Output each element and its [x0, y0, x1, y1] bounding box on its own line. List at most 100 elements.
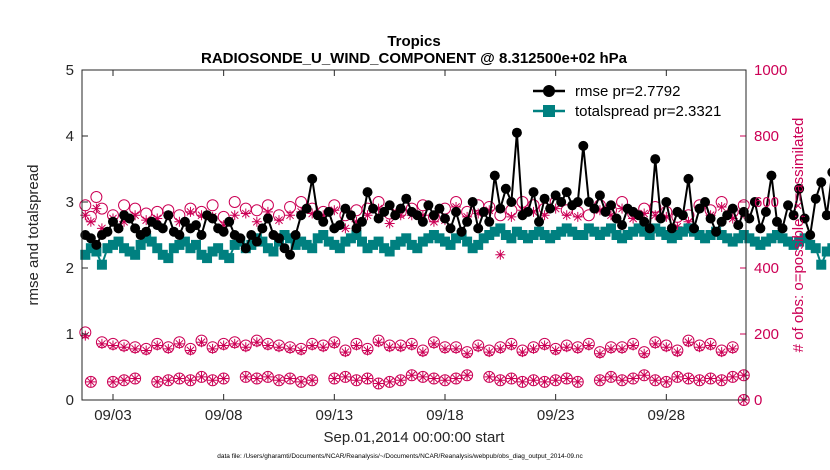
obs-assimilated-marker: [318, 210, 329, 221]
obs-assimilated-marker: [716, 347, 727, 358]
y-tick-label-right: 800: [754, 128, 779, 145]
obs-possible-marker: [217, 372, 230, 385]
totalspread-point: [124, 246, 135, 257]
totalspread-point: [179, 236, 190, 247]
rmse-point: [124, 213, 135, 224]
totalspread-point: [550, 230, 561, 240]
totalspread-point: [744, 233, 755, 244]
rmse-point: [600, 206, 611, 217]
rmse-point: [700, 197, 711, 207]
rmse-point: [528, 187, 539, 198]
obs-assimilated-marker: [130, 343, 141, 354]
rmse-point: [340, 203, 351, 214]
obs-assimilated-marker: [85, 376, 96, 387]
totalspread-point: [561, 223, 572, 234]
obs-assimilated-marker: [218, 220, 229, 231]
obs-assimilated-marker: [373, 337, 384, 348]
totalspread-point: [506, 233, 517, 244]
totalspread-point: [771, 230, 782, 240]
totalspread-point: [661, 230, 672, 240]
rmse-point: [91, 239, 102, 250]
totalspread-point: [677, 226, 688, 237]
totalspread-point: [428, 230, 439, 240]
obs-assimilated-marker: [196, 337, 207, 348]
totalspread-point: [135, 239, 146, 250]
obs-assimilated-marker: [285, 343, 296, 354]
obs-assimilated-marker: [85, 216, 96, 227]
obs-assimilated-marker: [406, 370, 417, 381]
obs-assimilated-marker: [583, 340, 594, 351]
obs-assimilated-marker: [329, 205, 340, 216]
totalspread-point: [534, 226, 545, 237]
obs-assimilated-marker: [506, 211, 517, 222]
totalspread-point: [805, 239, 816, 250]
totalspread-point: [473, 239, 484, 250]
obs-assimilated-marker: [451, 343, 462, 354]
obs-assimilated-marker: [539, 340, 550, 351]
obs-assimilated-marker: [196, 210, 207, 221]
obs-assimilated-marker: [550, 375, 561, 386]
totalspread-point: [467, 243, 478, 254]
obs-assimilated-marker: [384, 376, 395, 387]
obs-assimilated-marker: [661, 211, 672, 222]
rmse-point: [545, 203, 556, 214]
totalspread-point: [439, 236, 450, 247]
totalspread-point: [262, 243, 273, 254]
rmse-point: [777, 223, 788, 234]
totalspread-point: [821, 246, 830, 257]
y-tick-label-right: 200: [754, 326, 779, 343]
rmse-point: [467, 197, 478, 207]
totalspread-point: [196, 249, 207, 260]
obs-assimilated-marker: [207, 343, 218, 354]
rmse-point: [273, 233, 284, 244]
obs-assimilated-marker: [362, 373, 373, 384]
rmse-point: [816, 177, 827, 188]
totalspread-point: [323, 236, 334, 247]
obs-assimilated-marker: [107, 376, 118, 387]
obs-assimilated-marker: [672, 347, 683, 358]
obs-assimilated-marker: [705, 340, 716, 351]
obs-assimilated-marker: [251, 216, 262, 227]
totalspread-point: [406, 239, 417, 250]
obs-assimilated-marker: [672, 221, 683, 232]
obs-assimilated-marker: [362, 210, 373, 221]
y-tick-label-right: 600: [754, 194, 779, 211]
obs-assimilated-marker: [594, 375, 605, 386]
obs-assimilated-marker: [594, 205, 605, 216]
obs-assimilated-marker: [80, 210, 91, 221]
totalspread-point: [794, 236, 805, 247]
obs-assimilated-marker: [628, 373, 639, 384]
rmse-point: [417, 216, 428, 227]
rmse-point: [85, 233, 96, 244]
obs-assimilated-marker: [185, 345, 196, 356]
totalspread-point: [312, 233, 323, 244]
obs-possible-marker: [129, 372, 142, 385]
obs-assimilated-marker: [484, 371, 495, 382]
totalspread-point: [412, 243, 423, 254]
totalspread-point: [85, 243, 96, 254]
obs-assimilated-marker: [185, 375, 196, 386]
y-tick-label-right: 0: [754, 392, 762, 409]
rmse-point: [296, 210, 307, 221]
obs-assimilated-marker: [628, 213, 639, 224]
obs-assimilated-marker: [185, 206, 196, 217]
totalspread-point: [107, 239, 118, 250]
totalspread-point: [318, 230, 329, 240]
legend-label-rmse: rmse pr=2.7792: [575, 83, 680, 100]
totalspread-point: [91, 246, 102, 257]
rmse-point: [451, 206, 462, 217]
obs-possible-marker: [90, 191, 103, 204]
rmse-point: [174, 230, 185, 240]
totalspread-point: [827, 243, 830, 254]
rmse-point: [666, 223, 677, 234]
totalspread-point: [722, 233, 733, 244]
totalspread-point: [788, 239, 799, 250]
obs-assimilated-marker: [539, 210, 550, 221]
obs-assimilated-marker: [495, 343, 506, 354]
rmse-point: [650, 154, 661, 165]
totalspread-point: [539, 230, 550, 240]
obs-assimilated-marker: [528, 206, 539, 217]
obs-assimilated-marker: [285, 210, 296, 221]
rmse-point: [334, 220, 345, 231]
axes-layer: 09/03 09/08 09/13 09/18 09/23 09/28 0 1 2 3 4 5 0 200…: [66, 62, 788, 424]
